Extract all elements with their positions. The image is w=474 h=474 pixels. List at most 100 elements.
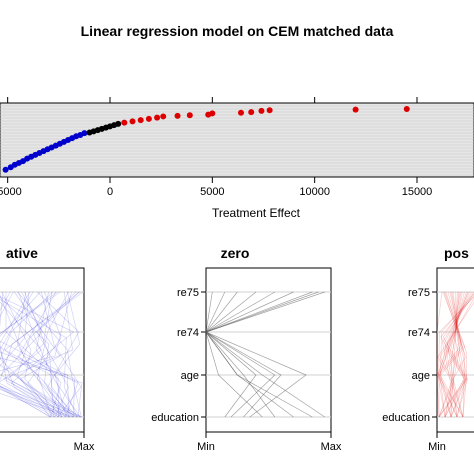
profile-line	[24, 291, 75, 418]
profile-line	[0, 296, 75, 418]
x-tick-label: 10000	[299, 186, 330, 198]
profile-line	[438, 291, 463, 417]
profile-line	[452, 291, 468, 418]
profile-line	[54, 291, 81, 418]
profile-line	[14, 291, 61, 418]
y-tick-label: education	[382, 412, 430, 424]
profile-line	[439, 293, 474, 418]
profile-line	[0, 291, 77, 418]
scatter-point-zero	[115, 120, 122, 127]
profile-line	[444, 291, 472, 418]
profile-line	[35, 291, 62, 418]
scatter-point-negative	[81, 130, 88, 137]
profile-line	[36, 291, 80, 418]
profile-line	[438, 296, 474, 418]
y-tick-label: age	[412, 370, 430, 382]
scatter-point-positive	[403, 106, 410, 112]
profile-line	[4, 291, 81, 418]
scatter-point-positive	[258, 107, 265, 114]
profile-line	[439, 297, 474, 418]
profile-line	[442, 291, 474, 418]
scatter-point-positive	[174, 112, 181, 119]
profile-line	[453, 291, 460, 418]
profile-line	[437, 291, 470, 418]
profile-line	[205, 291, 325, 418]
profile-line	[0, 291, 55, 418]
profile-line	[444, 291, 469, 418]
scatter-point-positive	[160, 113, 167, 120]
scatter-point-positive	[186, 112, 193, 119]
profile-line	[36, 291, 69, 418]
profile-line	[440, 294, 474, 418]
profile-line	[440, 291, 466, 418]
profile-line	[0, 291, 70, 418]
profile-line	[0, 291, 59, 418]
profile-line	[437, 301, 474, 418]
profile-line	[0, 291, 84, 418]
profile-line	[205, 291, 313, 418]
scatter-point-negative	[2, 166, 9, 173]
scatter-point-positive	[137, 117, 144, 124]
profile-line	[444, 291, 463, 418]
panel-frame	[0, 267, 85, 433]
panel-frame	[436, 267, 474, 433]
scatter-plot-area	[0, 102, 474, 178]
profile-line	[436, 291, 461, 418]
profile-line	[439, 291, 467, 418]
profile-line	[205, 291, 294, 418]
scatter-panel: -5000 0 5000 10000 15000	[0, 97, 474, 198]
profile-line	[454, 291, 466, 418]
scatter-point-positive	[266, 107, 273, 114]
profile-line	[0, 291, 78, 418]
scatter-point-positive	[237, 109, 244, 116]
x-tick-label: Max	[321, 441, 342, 453]
x-tick-label: 5000	[200, 186, 224, 198]
profile-line	[444, 291, 465, 418]
profile-line	[0, 351, 83, 418]
profile-line	[7, 291, 82, 418]
panel-title-positive: pos	[444, 245, 469, 261]
profile-line	[0, 301, 73, 418]
profile-line	[0, 296, 70, 418]
x-tick-label: 15000	[402, 186, 433, 198]
profile-line	[205, 291, 319, 418]
profile-line	[27, 291, 62, 418]
profile-line	[205, 291, 276, 418]
profile-line	[3, 291, 73, 418]
x-tick-label: Max	[74, 441, 95, 453]
scatter-point-positive	[352, 106, 359, 113]
x-axis-label: Treatment Effect	[212, 206, 301, 220]
profile-line	[16, 291, 76, 418]
scatter-point-positive	[129, 118, 136, 125]
profile-line	[0, 291, 81, 418]
profile-line	[18, 291, 81, 418]
profile-line	[17, 291, 74, 418]
profile-line	[0, 291, 75, 418]
profile-line	[444, 291, 467, 418]
zero-parallel-panel: re75 re74 age education Min Max	[151, 267, 342, 453]
profile-line	[438, 291, 466, 418]
profile-line	[36, 291, 80, 418]
y-tick-label: re75	[408, 287, 430, 299]
profile-line	[1, 291, 63, 418]
y-tick-label: re74	[408, 327, 430, 339]
x-tick-label: Min	[197, 441, 215, 453]
profile-line	[0, 291, 62, 418]
scatter-point-positive	[248, 109, 255, 116]
profile-line	[438, 291, 468, 418]
scatter-point-positive	[154, 114, 161, 121]
profile-line	[0, 291, 72, 418]
profile-line	[451, 291, 459, 418]
profile-line	[439, 291, 458, 418]
profile-line	[0, 298, 78, 418]
scatter-point-positive	[209, 110, 216, 117]
panel-title-negative: ative	[6, 245, 38, 261]
y-tick-label: re74	[177, 327, 199, 339]
profile-line	[205, 291, 282, 418]
panel-title-zero: zero	[221, 245, 250, 261]
y-tick-label: re75	[177, 287, 199, 299]
profile-line	[0, 291, 71, 418]
y-tick-label: education	[151, 412, 199, 424]
profile-line	[18, 291, 78, 418]
